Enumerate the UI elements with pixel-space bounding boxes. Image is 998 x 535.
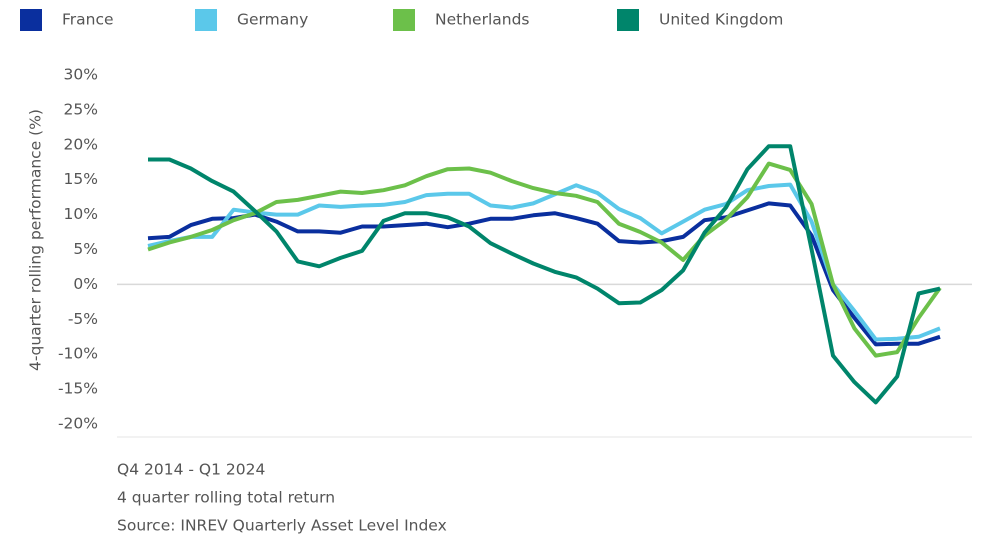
series-line xyxy=(147,182,941,342)
footnote: Q4 2014 - Q1 2024 xyxy=(117,461,265,479)
footnote: 4 quarter rolling total return xyxy=(117,489,335,507)
y-tick-label: 5% xyxy=(73,240,98,258)
footnote: Source: INREV Quarterly Asset Level Inde… xyxy=(117,517,447,535)
y-tick-label: 25% xyxy=(64,100,98,118)
y-axis-label: 4-quarter rolling performance (%) xyxy=(27,109,45,371)
y-tick-label: 20% xyxy=(64,135,98,153)
legend-label: Netherlands xyxy=(435,11,529,29)
y-tick-label: 10% xyxy=(64,205,98,223)
legend-swatch xyxy=(617,9,639,31)
series-line xyxy=(147,161,942,358)
legend-swatch xyxy=(195,9,217,31)
y-tick-label: -20% xyxy=(58,415,98,433)
legend-label: United Kingdom xyxy=(659,11,783,29)
legend-label: France xyxy=(62,11,114,29)
y-tick-label: 15% xyxy=(64,170,98,188)
y-tick-label: 0% xyxy=(73,275,98,293)
y-tick-label: -5% xyxy=(68,310,98,328)
legend-swatch xyxy=(393,9,415,31)
y-tick-label: -10% xyxy=(58,345,98,363)
y-tick-label: 30% xyxy=(64,66,98,84)
y-tick-label: -15% xyxy=(58,380,98,398)
series-line xyxy=(148,144,941,405)
legend-label: Germany xyxy=(237,11,308,29)
legend-swatch xyxy=(20,9,42,31)
